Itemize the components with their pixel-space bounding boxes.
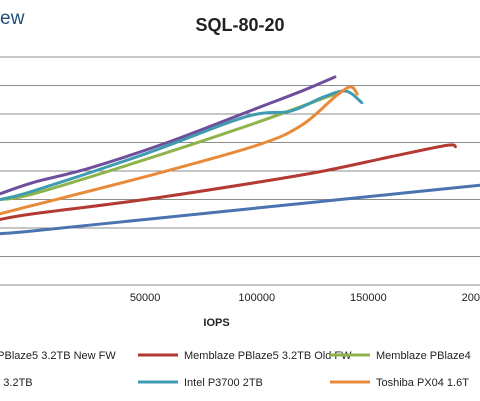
series-line-4 <box>0 89 364 201</box>
series-line-1 <box>0 143 457 221</box>
gridlines <box>0 56 480 257</box>
x-tick-label: 50000 <box>130 292 161 304</box>
series-line-3 <box>0 75 337 196</box>
legend-item: Memblaze PBlaze4 <box>330 350 471 362</box>
legend-item: Intel P3700 2TB <box>138 377 263 389</box>
series-lines <box>0 75 480 236</box>
legend-item: Memblaze PBlaze5 3.2TB Old FW <box>138 350 352 362</box>
legend-label: e PBlaze5 3.2TB New FW <box>0 350 116 362</box>
legend-label: Intel P3700 2TB <box>184 377 263 389</box>
legend-item: e PBlaze5 3.2TB New FW <box>0 350 116 362</box>
legend-item: Toshiba PX04 1.6T <box>330 377 469 389</box>
x-axis-label: IOPS <box>203 317 229 329</box>
legend-item: 00 3.2TB <box>0 377 33 389</box>
legend-label: 00 3.2TB <box>0 377 33 389</box>
x-tick-label: 150000 <box>350 292 387 304</box>
legend-label: Toshiba PX04 1.6T <box>376 377 469 389</box>
legend-label: Memblaze PBlaze4 <box>376 350 471 362</box>
legend: e PBlaze5 3.2TB New FW Memblaze PBlaze5 3… <box>0 350 471 389</box>
series-line-0 <box>0 183 480 236</box>
header-fragment: ew <box>0 8 25 29</box>
x-tick-labels: 50000 100000 150000 200000 <box>130 292 480 304</box>
legend-label: Memblaze PBlaze5 3.2TB Old FW <box>184 350 352 362</box>
x-tick-label: 200000 <box>462 292 480 304</box>
chart-title: SQL-80-20 <box>195 15 285 35</box>
series-line-5 <box>0 85 359 216</box>
x-tick-label: 100000 <box>238 292 275 304</box>
